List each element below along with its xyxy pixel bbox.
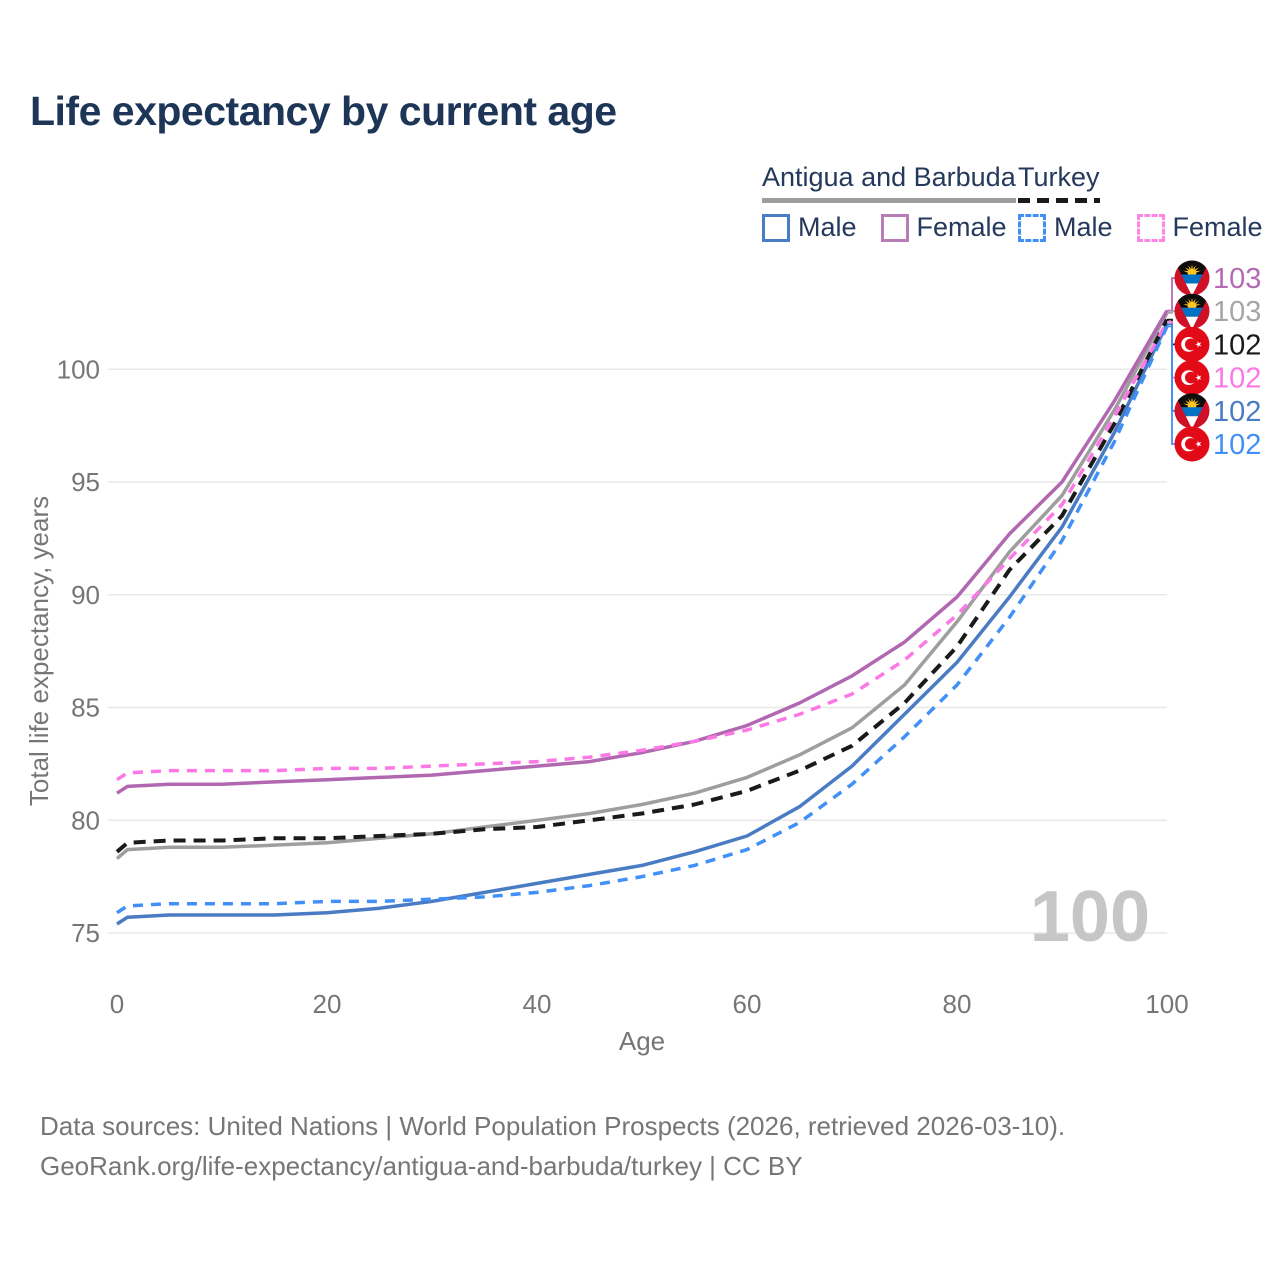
legend-item-tr-male[interactable]: Male [1054, 212, 1113, 242]
y-tick-label: 75 [71, 918, 100, 948]
series-line-ab-female[interactable] [116, 309, 1169, 795]
legend-swatch-tr-female-icon[interactable] [1136, 213, 1165, 242]
flag-turkey-icon [1174, 360, 1210, 396]
y-tick-label: 80 [71, 805, 100, 835]
end-value-label-ab-female: 103 [1213, 263, 1261, 295]
y-tick-label: 90 [71, 580, 100, 610]
flag-turkey-icon [1174, 326, 1210, 362]
chart-title: Life expectancy by current age [30, 88, 617, 134]
legend-swatch-tr-male-icon[interactable] [1018, 213, 1046, 242]
solid-line-key-icon [762, 198, 1016, 203]
legend-swatch-ab-male-icon[interactable] [762, 213, 790, 242]
y-tick-label: 95 [71, 467, 100, 497]
x-tick-label: 40 [523, 989, 552, 1019]
dashed-line-key-icon [1018, 198, 1100, 203]
legend-country-antigua-and-barbuda[interactable]: Antigua and Barbuda [762, 162, 1016, 203]
series-line-ab-male[interactable] [116, 323, 1169, 926]
source-url-line: GeoRank.org/life-expectancy/antigua-and-… [40, 1151, 803, 1181]
y-axis-title: Total life expectancy, years [24, 496, 54, 806]
series-line-tr-total[interactable] [115, 318, 1169, 854]
series-line-ab-total[interactable] [115, 312, 1169, 860]
watermark: 100 [1030, 877, 1150, 957]
x-tick-label: 20 [313, 989, 342, 1019]
attribution: Data sources: United Nations | World Pop… [40, 1106, 1065, 1186]
legend-group-antigua-and-barbuda: Antigua and Barbuda Male Female [762, 162, 1023, 243]
legend-group-turkey: Turkey Male Female [1018, 162, 1279, 243]
flag-antigua-and-barbuda-icon [1174, 293, 1210, 329]
legend-item-ab-female[interactable]: Female [916, 212, 1007, 242]
series-line-tr-female[interactable] [116, 321, 1169, 782]
legend-swatch-ab-female-icon[interactable] [880, 213, 909, 242]
end-value-label-tr-total: 102 [1213, 329, 1261, 361]
end-value-label-ab-total: 103 [1213, 296, 1261, 328]
x-axis-title: Age [619, 1026, 665, 1056]
legend-item-tr-female[interactable]: Female [1172, 212, 1263, 242]
legend-item-ab-male[interactable]: Male [798, 212, 857, 242]
data-sources-line: Data sources: United Nations | World Pop… [40, 1111, 1066, 1141]
flag-antigua-and-barbuda-icon [1174, 260, 1210, 296]
y-tick-label: 100 [57, 354, 100, 384]
flag-antigua-and-barbuda-icon [1174, 393, 1210, 429]
end-value-label-tr-male: 102 [1213, 429, 1261, 461]
x-tick-label: 60 [733, 989, 762, 1019]
flag-turkey-icon [1174, 426, 1210, 462]
x-tick-label: 0 [110, 989, 124, 1019]
legend-country-turkey[interactable]: Turkey [1018, 162, 1100, 203]
x-tick-label: 100 [1145, 989, 1188, 1019]
end-value-label-tr-female: 102 [1213, 363, 1261, 395]
legend-country-label: Turkey [1018, 162, 1100, 192]
end-value-label-ab-male: 102 [1213, 396, 1261, 428]
x-tick-label: 80 [943, 989, 972, 1019]
series-line-tr-male[interactable] [116, 325, 1169, 915]
legend-country-label: Antigua and Barbuda [762, 162, 1016, 192]
y-tick-label: 85 [71, 693, 100, 723]
